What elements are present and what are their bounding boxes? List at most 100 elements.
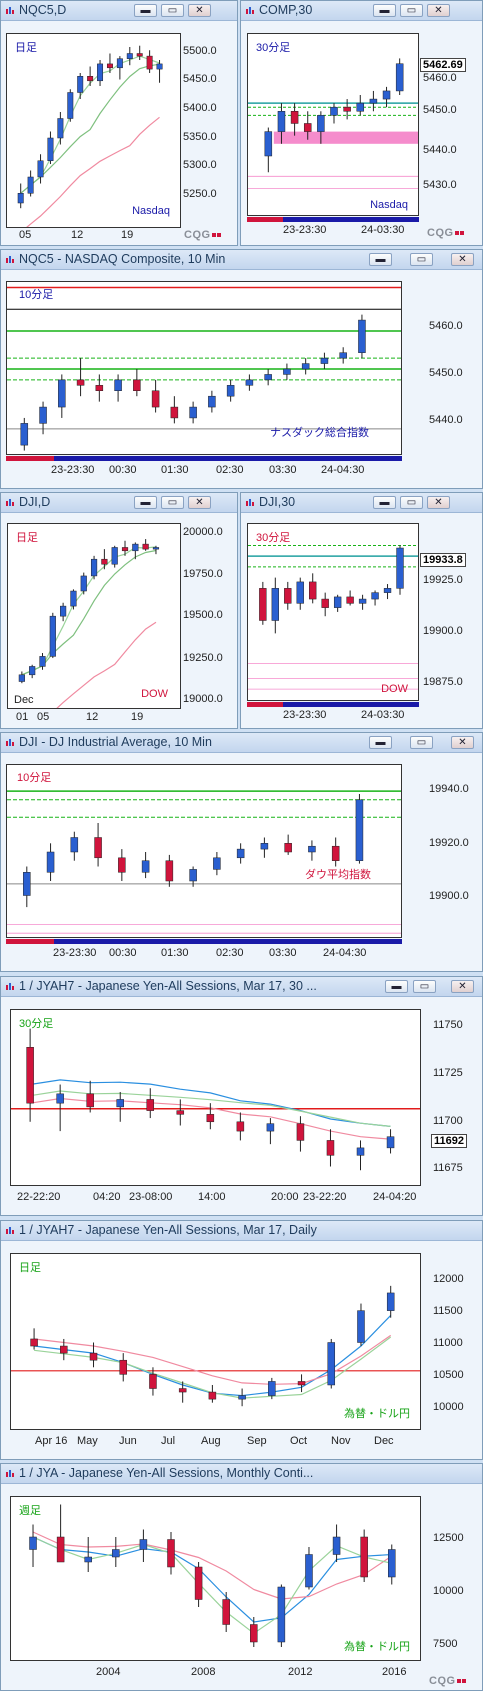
title-bar[interactable]: COMP,30 ▬ ▭ ✕ <box>241 1 482 21</box>
moving-average-line <box>34 1314 392 1397</box>
candle-body <box>395 63 404 92</box>
last-price-tag: 19933.8 <box>420 553 466 567</box>
maximize-button[interactable]: ▭ <box>400 4 423 17</box>
window-nqc5-daily[interactable]: NQC5,D ▬ ▭ ✕ 日足 Nasdaq 5500.0 5450.0 540… <box>0 0 238 246</box>
window-title: DJI - DJ Industrial Average, 10 Min <box>19 735 212 749</box>
maximize-button[interactable]: ▭ <box>161 496 184 509</box>
candle-body <box>327 1342 336 1386</box>
close-button[interactable]: ✕ <box>427 4 450 17</box>
minimize-button[interactable]: ▬ <box>134 4 157 17</box>
maximize-button[interactable]: ▭ <box>413 980 436 993</box>
chart-icon <box>6 256 14 263</box>
candle-body <box>47 137 54 161</box>
minimize-button[interactable]: ▬ <box>134 496 157 509</box>
x-tick: Jul <box>161 1435 176 1447</box>
candle-body <box>60 1345 68 1354</box>
candle-body <box>136 53 143 57</box>
minimize-button[interactable]: ▬ <box>385 980 408 993</box>
y-tick: 12500 <box>433 1532 464 1544</box>
minimize-button[interactable]: ▬ <box>373 4 396 17</box>
window-jyah7-30min[interactable]: 1 / JYAH7 - Japanese Yen-All Sessions, M… <box>0 976 483 1216</box>
window-dji-10min[interactable]: DJI - DJ Industrial Average, 10 Min ▬ ▭ … <box>0 732 483 972</box>
window-jya-monthly[interactable]: 1 / JYA - Japanese Yen-All Sessions, Mon… <box>0 1463 483 1691</box>
window-nqc5-10min[interactable]: NQC5 - NASDAQ Composite, 10 Min ▬ ▭ ✕ 10… <box>0 249 483 489</box>
candle-body <box>226 385 235 397</box>
candle-body <box>26 1047 34 1104</box>
cqg-logo: CQG <box>427 227 464 239</box>
price-chart[interactable]: 10分足 ナスダック総合指数 <box>6 281 402 455</box>
candle-body <box>111 547 118 565</box>
candle-body <box>37 160 44 178</box>
x-tick: 2016 <box>382 1666 407 1678</box>
maximize-button[interactable]: ▭ <box>410 736 433 749</box>
candle-body <box>236 848 245 859</box>
window-jyah7-daily[interactable]: 1 / JYAH7 - Japanese Yen-All Sessions, M… <box>0 1220 483 1460</box>
price-chart[interactable]: 30分足 DOW <box>247 523 419 701</box>
window-title: NQC5,D <box>19 3 67 17</box>
title-bar[interactable]: DJI - DJ Industrial Average, 10 Min ▬ ▭ … <box>1 733 482 753</box>
window-dji-30min[interactable]: DJI,30 ▬ ▭ ✕ 30分足 DOW 19933.8 19925.0 19… <box>240 492 483 729</box>
minimize-button[interactable]: ▬ <box>369 253 392 266</box>
candle-body <box>396 547 404 589</box>
window-title: 1 / JYAH7 - Japanese Yen-All Sessions, M… <box>19 1223 317 1237</box>
title-bar[interactable]: 1 / JYA - Japanese Yen-All Sessions, Mon… <box>1 1464 482 1484</box>
candle-body <box>132 543 139 552</box>
window-comp-30min[interactable]: COMP,30 ▬ ▭ ✕ 30分足 Nasdaq 5462.69 5460.0… <box>240 0 483 246</box>
candle-body <box>386 1136 395 1149</box>
title-bar[interactable]: DJI,30 ▬ ▭ ✕ <box>241 493 482 513</box>
candle-body <box>309 581 317 600</box>
price-chart[interactable]: 日足 為替・ドル円 <box>10 1253 421 1430</box>
candle-body <box>90 558 98 577</box>
close-button[interactable]: ✕ <box>188 4 211 17</box>
maximize-button[interactable]: ▭ <box>410 253 433 266</box>
candle-body <box>170 406 179 419</box>
price-chart[interactable]: 日足 DOW Dec <box>7 523 181 709</box>
x-tick: 20:00 <box>271 1191 299 1203</box>
y-tick: 11000 <box>433 1337 463 1349</box>
x-tick: 23-08:00 <box>129 1191 173 1203</box>
session-bar <box>6 456 54 461</box>
candle-body <box>266 1123 275 1132</box>
close-button[interactable]: ✕ <box>451 253 474 266</box>
minimize-button[interactable]: ▬ <box>373 496 396 509</box>
price-chart[interactable]: 30分足 <box>10 1009 421 1186</box>
window-dji-daily[interactable]: DJI,D ▬ ▭ ✕ 日足 DOW Dec 20000.0 19750.0 1… <box>0 492 238 729</box>
candle-body <box>320 357 329 364</box>
price-chart[interactable]: 30分足 Nasdaq <box>247 33 419 216</box>
candle-body <box>101 558 108 565</box>
candle-body <box>213 857 221 870</box>
x-tick: 19 <box>121 229 134 241</box>
minimize-button[interactable]: ▬ <box>369 736 392 749</box>
price-band <box>273 131 418 144</box>
moving-average-line <box>20 63 160 194</box>
maximize-button[interactable]: ▭ <box>161 4 184 17</box>
title-bar[interactable]: NQC5 - NASDAQ Composite, 10 Min ▬ ▭ ✕ <box>1 250 482 270</box>
x-tick: 03:30 <box>269 947 297 959</box>
candle-body <box>23 872 31 896</box>
price-chart[interactable]: 日足 Nasdaq <box>6 33 181 228</box>
title-bar[interactable]: NQC5,D ▬ ▭ ✕ <box>1 1 237 21</box>
instrument-label: ナスダック総合指数 <box>270 427 369 439</box>
x-tick: 05 <box>37 711 50 723</box>
price-chart[interactable]: 10分足 ダウ平均指数 <box>6 764 402 938</box>
close-button[interactable]: ✕ <box>427 496 450 509</box>
maximize-button[interactable]: ▭ <box>400 496 423 509</box>
period-label: 日足 <box>16 532 38 544</box>
chart-svg <box>18 539 160 708</box>
title-bar[interactable]: DJI,D ▬ ▭ ✕ <box>1 493 237 513</box>
close-button[interactable]: ✕ <box>188 496 211 509</box>
title-bar[interactable]: 1 / JYAH7 - Japanese Yen-All Sessions, M… <box>1 1221 482 1241</box>
window-title: 1 / JYAH7 - Japanese Yen-All Sessions, M… <box>19 979 317 993</box>
close-button[interactable]: ✕ <box>451 980 474 993</box>
candle-body <box>356 1147 365 1156</box>
title-bar[interactable]: 1 / JYAH7 - Japanese Yen-All Sessions, M… <box>1 977 482 997</box>
candle-body <box>236 1121 245 1132</box>
price-chart[interactable]: 週足 為替・ドル円 <box>10 1496 421 1661</box>
logo-text: CQG <box>184 229 211 241</box>
candle-body <box>331 845 340 861</box>
instrument-label: ダウ平均指数 <box>305 869 371 881</box>
period-label: 30分足 <box>256 532 291 544</box>
close-button[interactable]: ✕ <box>451 736 474 749</box>
window-title: COMP,30 <box>259 3 313 17</box>
candle-body <box>49 615 56 657</box>
